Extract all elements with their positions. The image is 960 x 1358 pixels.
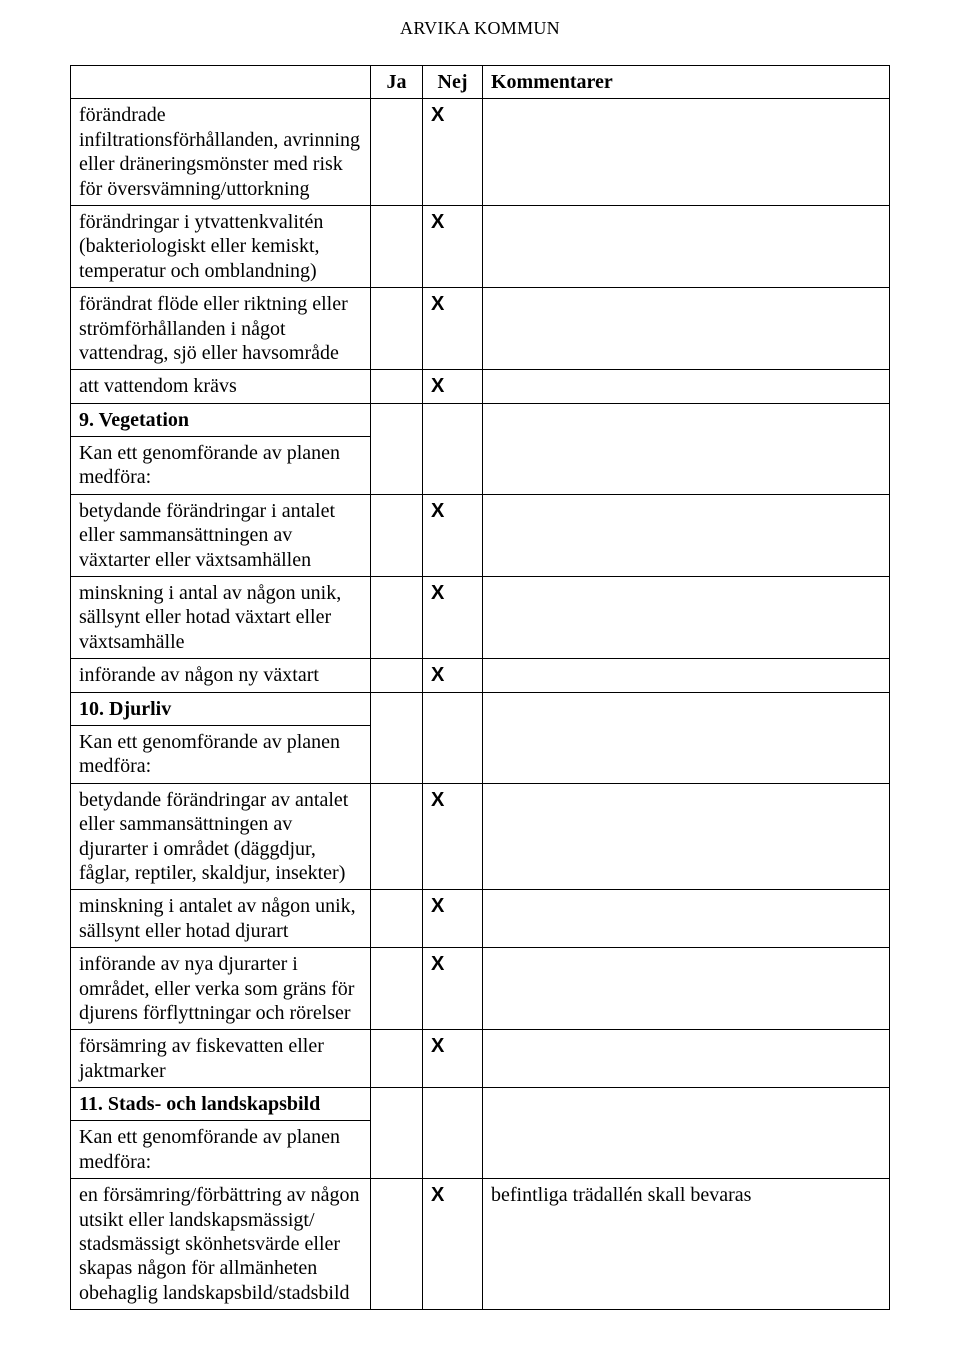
table-header-row: Ja Nej Kommentarer (71, 66, 890, 99)
header-ja: Ja (371, 66, 423, 99)
ja-cell (371, 205, 423, 287)
section-subtitle: Kan ett genomförande av planen medföra: (71, 725, 371, 783)
document-header: ARVIKA KOMMUN (70, 18, 890, 39)
nej-cell: X (423, 890, 483, 948)
nej-cell: X (423, 205, 483, 287)
kommentar-cell (483, 1030, 890, 1088)
kommentar-cell (483, 370, 890, 403)
row-description: försämring av fiskevatten eller jaktmark… (71, 1030, 371, 1088)
row-description: att vattendom krävs (71, 370, 371, 403)
ja-cell (371, 783, 423, 890)
nej-cell: X (423, 948, 483, 1030)
row-description: minskning i antal av någon unik, sällsyn… (71, 577, 371, 659)
blank-cell (483, 725, 890, 783)
blank-cell (423, 403, 483, 436)
blank-cell (423, 1088, 483, 1121)
kommentar-cell (483, 577, 890, 659)
nej-cell: X (423, 577, 483, 659)
section-title: 11. Stads- och landskapsbild (71, 1088, 371, 1121)
ja-cell (371, 1030, 423, 1088)
row-description: minskning i antalet av någon unik, sälls… (71, 890, 371, 948)
nej-cell: X (423, 370, 483, 403)
blank-cell (371, 1088, 423, 1121)
ja-cell (371, 99, 423, 206)
row-description: förändrade infiltrationsförhållanden, av… (71, 99, 371, 206)
section-title: 10. Djurliv (71, 692, 371, 725)
table-row: minskning i antalet av någon unik, sälls… (71, 890, 890, 948)
kommentar-cell (483, 948, 890, 1030)
ja-cell (371, 370, 423, 403)
section-subhead-row: Kan ett genomförande av planen medföra: (71, 437, 890, 495)
ja-cell (371, 659, 423, 692)
blank-cell (483, 403, 890, 436)
blank-cell (371, 403, 423, 436)
kommentar-cell (483, 494, 890, 576)
table-row: förändringar i ytvattenkvalitén (bakteri… (71, 205, 890, 287)
blank-cell (423, 1121, 483, 1179)
section-subtitle: Kan ett genomförande av planen medföra: (71, 1121, 371, 1179)
blank-cell (371, 725, 423, 783)
table-row: minskning i antal av någon unik, sällsyn… (71, 577, 890, 659)
table-row: införande av någon ny växtart X (71, 659, 890, 692)
nej-cell: X (423, 99, 483, 206)
table-row: betydande förändringar i antalet eller s… (71, 494, 890, 576)
table-row: en försämring/förbättring av någon utsik… (71, 1179, 890, 1310)
blank-cell (483, 692, 890, 725)
nej-cell: X (423, 494, 483, 576)
table-row: att vattendom krävs X (71, 370, 890, 403)
row-description: betydande förändringar av antalet eller … (71, 783, 371, 890)
section-heading-row: 11. Stads- och landskapsbild (71, 1088, 890, 1121)
nej-cell: X (423, 288, 483, 370)
ja-cell (371, 890, 423, 948)
blank-cell (371, 1121, 423, 1179)
table-row: försämring av fiskevatten eller jaktmark… (71, 1030, 890, 1088)
table-body: förändrade infiltrationsförhållanden, av… (71, 99, 890, 1310)
ja-cell (371, 1179, 423, 1310)
nej-cell: X (423, 1030, 483, 1088)
row-description: betydande förändringar i antalet eller s… (71, 494, 371, 576)
blank-cell (371, 437, 423, 495)
blank-cell (483, 437, 890, 495)
section-title: 9. Vegetation (71, 403, 371, 436)
assessment-table: Ja Nej Kommentarer förändrade infiltrati… (70, 65, 890, 1310)
row-description: förändringar i ytvattenkvalitén (bakteri… (71, 205, 371, 287)
kommentar-cell (483, 99, 890, 206)
blank-cell (423, 692, 483, 725)
page: ARVIKA KOMMUN Ja Nej Kommentarer förändr… (0, 0, 960, 1358)
nej-cell: X (423, 783, 483, 890)
section-subhead-row: Kan ett genomförande av planen medföra: (71, 1121, 890, 1179)
kommentar-cell (483, 659, 890, 692)
section-subhead-row: Kan ett genomförande av planen medföra: (71, 725, 890, 783)
row-description: en försämring/förbättring av någon utsik… (71, 1179, 371, 1310)
row-description: förändrat flöde eller riktning eller str… (71, 288, 371, 370)
kommentar-cell (483, 783, 890, 890)
blank-cell (371, 692, 423, 725)
blank-cell (423, 437, 483, 495)
section-heading-row: 9. Vegetation (71, 403, 890, 436)
header-nej: Nej (423, 66, 483, 99)
kommentar-cell (483, 890, 890, 948)
section-heading-row: 10. Djurliv (71, 692, 890, 725)
table-row: införande av nya djurarter i området, el… (71, 948, 890, 1030)
ja-cell (371, 494, 423, 576)
nej-cell: X (423, 659, 483, 692)
ja-cell (371, 577, 423, 659)
table-row: betydande förändringar av antalet eller … (71, 783, 890, 890)
row-description: införande av någon ny växtart (71, 659, 371, 692)
section-subtitle: Kan ett genomförande av planen medföra: (71, 437, 371, 495)
ja-cell (371, 288, 423, 370)
ja-cell (371, 948, 423, 1030)
nej-cell: X (423, 1179, 483, 1310)
blank-cell (483, 1121, 890, 1179)
table-row: förändrade infiltrationsförhållanden, av… (71, 99, 890, 206)
header-desc-blank (71, 66, 371, 99)
kommentar-cell: befintliga trädallén skall bevaras (483, 1179, 890, 1310)
row-description: införande av nya djurarter i området, el… (71, 948, 371, 1030)
kommentar-cell (483, 288, 890, 370)
header-kommentarer: Kommentarer (483, 66, 890, 99)
blank-cell (423, 725, 483, 783)
table-row: förändrat flöde eller riktning eller str… (71, 288, 890, 370)
blank-cell (483, 1088, 890, 1121)
kommentar-cell (483, 205, 890, 287)
